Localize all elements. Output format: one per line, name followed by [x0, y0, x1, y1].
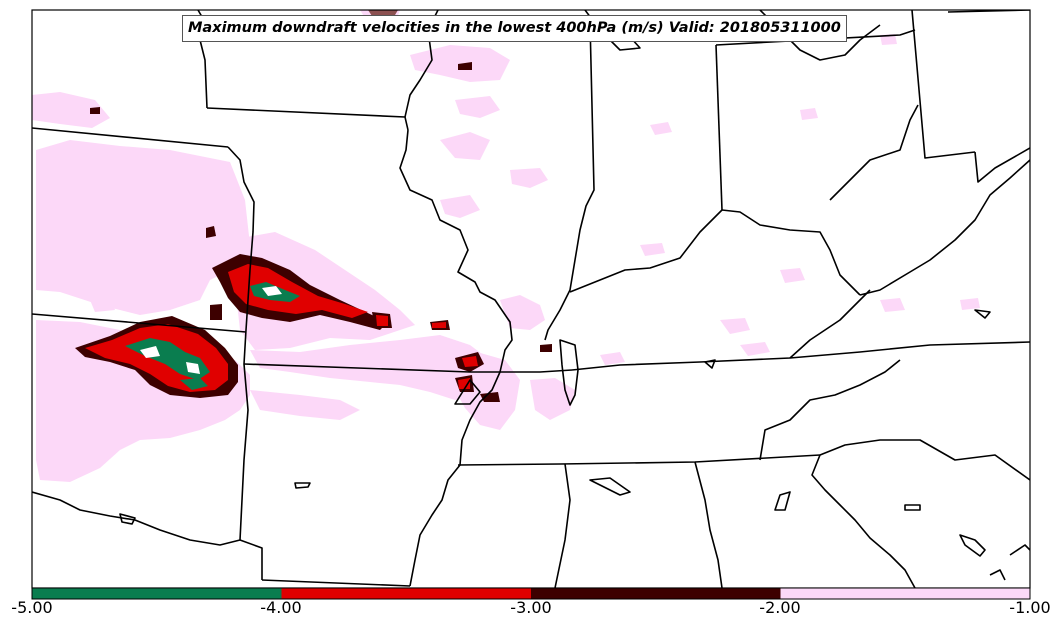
state-borders — [32, 10, 1030, 588]
colorbar-bin-1 — [281, 588, 531, 599]
colorbar-bin-2 — [531, 588, 781, 599]
colorbar-bin-0 — [32, 588, 282, 599]
colorbar-tick-1: -4.00 — [260, 598, 302, 617]
colorbar-tick-0: -5.00 — [11, 598, 53, 617]
colorbar-tick-2: -3.00 — [510, 598, 552, 617]
downdraft-light-field — [32, 10, 980, 482]
colorbar-frame — [31, 587, 1031, 600]
colorbar-tick-3: -2.00 — [759, 598, 801, 617]
map-title: Maximum downdraft velocities in the lowe… — [182, 15, 847, 42]
colorbar-tick-4: -1.00 — [1009, 598, 1051, 617]
colorbar — [32, 588, 1030, 599]
downdraft-core-holes — [140, 286, 282, 374]
colorbar-bin-3 — [780, 588, 1030, 599]
